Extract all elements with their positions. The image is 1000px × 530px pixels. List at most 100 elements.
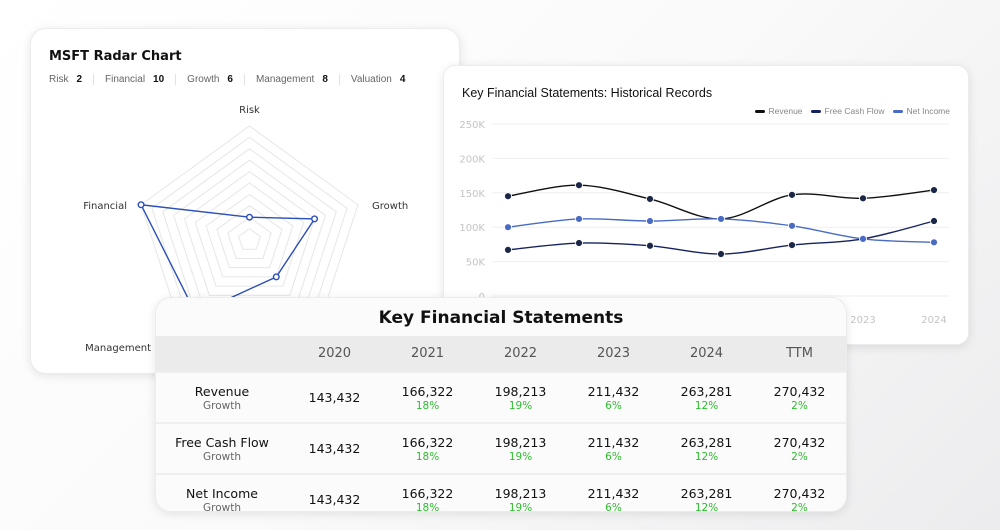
series-line [507, 184, 935, 220]
radar-axis-label: Growth [372, 201, 408, 212]
growth-value: 2% [791, 451, 808, 463]
data-point[interactable] [930, 186, 938, 194]
y-tick-label: 100K [459, 223, 485, 234]
data-point[interactable] [788, 241, 796, 249]
growth-value: 19% [508, 451, 533, 463]
radar-axis-label: Management [85, 343, 151, 354]
table-row: Free Cash Flow Growth 143,432 166,322 18% 198… [156, 422, 846, 474]
data-point[interactable] [646, 217, 654, 225]
line-plot: 050K100K150K200K250K20232024 [459, 120, 949, 326]
data-point[interactable] [575, 181, 583, 190]
value-cell: 143,432 [288, 473, 381, 511]
radar-axis-label: Risk [239, 105, 260, 116]
growth-value: 12% [694, 451, 719, 463]
radar-grid-ring [194, 182, 305, 287]
value: 263,281 [680, 384, 733, 399]
data-point[interactable] [859, 234, 867, 243]
data-point[interactable] [504, 223, 512, 232]
data-point[interactable] [930, 217, 938, 225]
data-point[interactable] [575, 239, 583, 247]
data-point[interactable] [646, 241, 654, 250]
growth-label: Growth [202, 451, 241, 463]
legend-free-cash-flow[interactable]: Free Cash Flow [810, 106, 885, 116]
score-growth: Growth 6 [187, 74, 245, 85]
score-management: Management 8 [256, 74, 340, 85]
growth-value: 12% [694, 400, 719, 412]
radar-series-polygon [139, 203, 316, 315]
data-point[interactable] [717, 250, 725, 258]
value-cell: 211,432 6% [567, 371, 660, 423]
header-2020: 2020 [288, 336, 381, 372]
data-point[interactable] [646, 195, 654, 203]
score-risk: Risk 2 [49, 74, 95, 85]
value: 198,213 [494, 486, 547, 501]
header-2021: 2021 [381, 336, 474, 372]
value-cell: 263,281 12% [660, 371, 753, 423]
legend-swatch [754, 109, 765, 113]
growth-value: 19% [508, 502, 533, 512]
series-line [507, 220, 935, 255]
value: 166,322 [401, 486, 454, 501]
y-tick-label: 200K [459, 154, 485, 165]
value-cell: 198,213 19% [474, 371, 567, 423]
y-tick-label: 150K [459, 189, 485, 200]
value: 263,281 [680, 435, 733, 450]
growth-value: 2% [791, 400, 808, 412]
header-ttm: TTM [753, 336, 846, 372]
value: 166,322 [401, 384, 454, 399]
value: 211,432 [587, 486, 640, 501]
table-header-row: 2020 2021 2022 2023 2024 TTM [156, 336, 846, 372]
growth-value: 18% [415, 451, 440, 463]
x-tick-label: 2023 [850, 315, 875, 326]
value-cell: 198,213 19% [474, 473, 567, 512]
value: 143,432 [308, 492, 361, 507]
radar-grid-ring [173, 159, 326, 306]
value-cell: 263,281 12% [660, 473, 753, 511]
value: 198,213 [494, 384, 547, 399]
radar-point[interactable] [137, 201, 145, 209]
value-cell: 263,281 12% [660, 422, 753, 474]
legend-revenue[interactable]: Revenue [754, 106, 803, 116]
radar-grid-ring [227, 216, 272, 259]
data-point[interactable] [504, 246, 512, 254]
radar-point[interactable] [245, 213, 253, 221]
value: 143,432 [308, 441, 361, 456]
growth-label: Growth [202, 502, 241, 512]
data-point[interactable] [717, 215, 725, 223]
legend-net-income[interactable]: Net Income [892, 106, 950, 116]
data-point[interactable] [788, 221, 796, 230]
data-point[interactable] [504, 192, 512, 201]
value-cell: 211,432 6% [567, 422, 660, 474]
radar-axis-label: Financial [83, 201, 127, 212]
growth-value: 6% [605, 451, 622, 463]
data-point[interactable] [859, 194, 867, 203]
radar-grid-ring [238, 227, 261, 250]
radar-point[interactable] [311, 215, 319, 223]
growth-label: Growth [202, 400, 241, 412]
radar-point[interactable] [272, 273, 280, 281]
value-cell: 143,432 [288, 371, 381, 423]
data-point[interactable] [788, 190, 796, 199]
header-blank [156, 336, 288, 372]
value-cell: 166,322 18% [381, 473, 474, 512]
value-cell: 270,432 2% [753, 422, 846, 474]
value: 263,281 [680, 486, 733, 501]
radar-grid-ring [205, 193, 294, 278]
data-point[interactable] [575, 215, 583, 223]
growth-value: 18% [415, 502, 440, 512]
row-label-cell: Revenue Growth [156, 371, 288, 423]
row-label: Free Cash Flow [175, 435, 269, 450]
value-cell: 198,213 19% [474, 422, 567, 474]
y-tick-label: 250K [459, 120, 485, 131]
row-label-cell: Net Income Growth [156, 473, 288, 512]
value: 270,432 [773, 384, 826, 399]
legend-swatch [892, 109, 903, 113]
value-cell: 166,322 18% [381, 422, 474, 474]
x-tick-label: 2024 [921, 315, 946, 326]
table-row: Revenue Growth 143,432 166,322 18% 198,213 19%… [156, 371, 846, 423]
score-summary: Risk 2 Financial 10 Growth 6 Management 8 Va… [49, 74, 405, 85]
growth-value: 18% [415, 400, 440, 412]
score-valuation: Valuation 4 [350, 74, 406, 85]
data-point[interactable] [930, 238, 938, 247]
value: 198,213 [494, 435, 547, 450]
